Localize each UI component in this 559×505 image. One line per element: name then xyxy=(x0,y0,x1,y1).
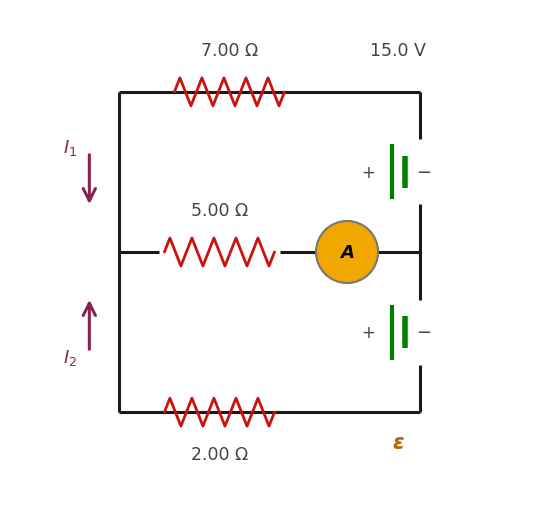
Text: +: + xyxy=(361,323,375,341)
Text: 5.00 Ω: 5.00 Ω xyxy=(191,202,248,220)
Text: $I_2$: $I_2$ xyxy=(63,347,77,367)
Text: $I_1$: $I_1$ xyxy=(63,138,77,158)
Text: 7.00 Ω: 7.00 Ω xyxy=(201,42,258,60)
Text: +: + xyxy=(361,164,375,182)
Text: 15.0 V: 15.0 V xyxy=(371,42,427,60)
Text: 2.00 Ω: 2.00 Ω xyxy=(191,445,248,463)
Text: A: A xyxy=(340,243,354,262)
Text: −: − xyxy=(416,323,431,341)
Circle shape xyxy=(316,222,378,283)
Text: ε: ε xyxy=(392,432,404,452)
Text: −: − xyxy=(416,164,431,182)
